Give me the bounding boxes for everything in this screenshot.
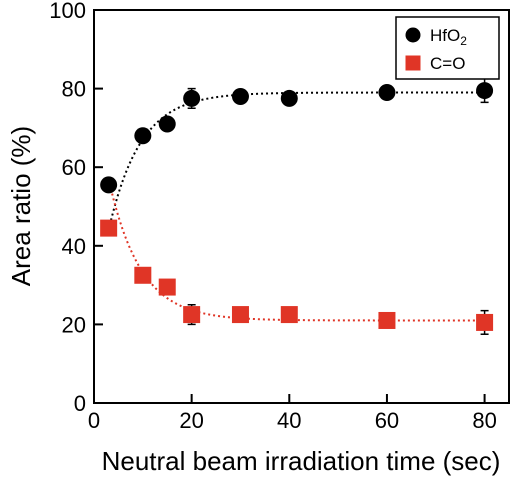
data-point-co	[476, 313, 494, 331]
data-point-hfo2	[134, 127, 152, 145]
plot-frame	[93, 9, 510, 404]
data-point-hfo2	[476, 82, 494, 100]
y-tick-label: 0	[74, 391, 86, 416]
x-tick-label: 0	[88, 408, 100, 433]
legend-label-hfo2-main: HfO	[430, 26, 460, 45]
y-tick-label: 20	[62, 312, 86, 337]
data-point-co	[231, 306, 249, 324]
axis-ticks: 0 20 40 60 80 0 20 40 60 80 100	[49, 0, 497, 433]
data-point-co	[134, 266, 152, 284]
legend-label-hfo2-sub: 2	[460, 34, 467, 48]
y-tick-label: 40	[62, 234, 86, 259]
y-tick-label: 80	[62, 77, 86, 102]
fit-curves	[107, 91, 485, 322]
fit-curve-1	[107, 178, 485, 322]
data-point-hfo2	[231, 87, 249, 105]
x-tick-label: 40	[277, 408, 301, 433]
y-tick-label: 100	[49, 0, 86, 23]
y-tick-label: 60	[62, 155, 86, 180]
data-point-hfo2	[100, 176, 118, 194]
legend-marker-hfo2	[405, 27, 421, 43]
x-tick-label: 80	[472, 408, 496, 433]
data-point-hfo2	[183, 89, 201, 107]
legend: HfO2 C=O	[395, 16, 500, 80]
data-point-hfo2	[378, 84, 396, 102]
data-point-hfo2	[280, 89, 298, 107]
legend-label-hfo2: HfO2	[430, 26, 467, 48]
data-point-co	[183, 306, 201, 324]
data-point-co	[280, 306, 298, 324]
x-tick-label: 60	[375, 408, 399, 433]
data-point-co	[378, 311, 396, 329]
data-markers	[100, 78, 494, 335]
fit-curve-0	[107, 91, 485, 231]
data-point-co	[100, 219, 118, 237]
data-point-co	[158, 278, 176, 296]
y-axis-title: Area ratio (%)	[6, 126, 36, 286]
x-tick-label: 20	[179, 408, 203, 433]
x-axis-title: Neutral beam irradiation time (sec)	[102, 446, 501, 476]
legend-marker-co	[405, 55, 421, 71]
legend-label-co: C=O	[430, 54, 465, 73]
data-point-hfo2	[158, 115, 176, 133]
